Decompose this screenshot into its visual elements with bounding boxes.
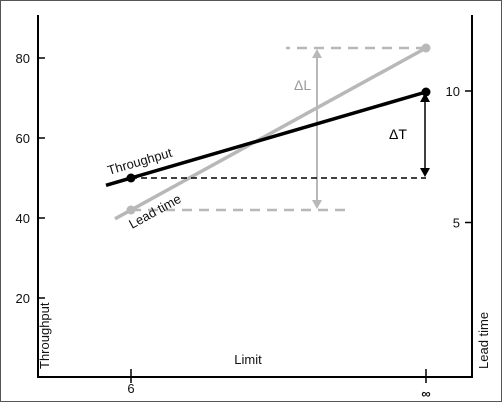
y-left-tick-label: 60 [16,131,30,146]
delta-l-arrowhead-bottom [312,200,322,209]
y-left-tick-label: 20 [16,291,30,306]
y-left-tick-label: 40 [16,211,30,226]
x-tick-label: 6 [127,381,134,396]
y-right-tick-label: 5 [453,216,460,231]
lead-time-point [421,43,431,53]
delta-l-label: ΔL [294,77,311,93]
throughput-point [421,87,431,97]
y-axis-title-left: Throughput [37,302,52,369]
throughput-series-label: Throughput [106,145,174,178]
lead-time-point [126,205,136,215]
delta-l-arrowhead-top [312,49,322,58]
labels: Limit Throughput Lead time [37,302,491,369]
y-left-tick-label: 80 [16,51,30,66]
lead-time-series-line [114,46,427,221]
x-axis-title: Limit [234,352,262,367]
y-axis-title-right: Lead time [476,312,491,369]
delta-t-label: ΔT [389,126,407,142]
delta-t-arrowhead-bottom [420,168,430,177]
delta-t-arrowhead-top [420,93,430,102]
throughput-point [126,173,136,183]
y-right-tick-label: 10 [446,84,460,99]
throughput-series-line [105,90,427,187]
axes: 20 40 60 80 5 10 6 ∞ [16,15,473,401]
x-tick-label: ∞ [421,386,430,401]
